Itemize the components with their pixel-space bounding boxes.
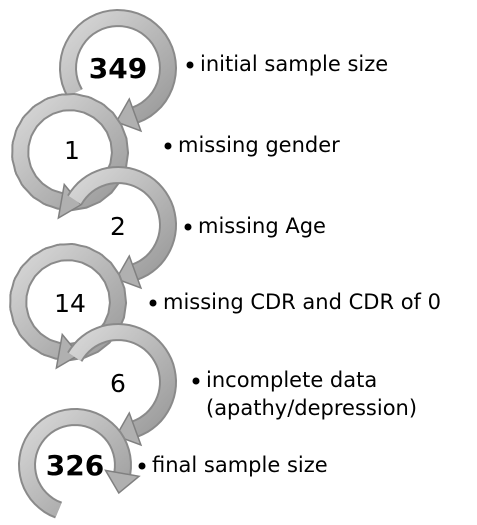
bullet	[138, 462, 146, 470]
arrow-head	[104, 469, 141, 495]
arrow-arc	[19, 409, 130, 517]
arrow-arc	[60, 10, 176, 122]
node-label: missing CDR and CDR of 0	[163, 290, 441, 314]
arrow-head	[115, 254, 143, 290]
node-value: 349	[89, 52, 147, 85]
node-label: missing Age	[198, 214, 326, 238]
node-value: 1	[64, 136, 80, 165]
bullet	[184, 223, 192, 231]
node-label: (apathy/depression)	[206, 396, 417, 420]
arrow-head	[115, 97, 143, 133]
node-value: 14	[54, 289, 86, 318]
node-label: incomplete data	[206, 368, 377, 392]
bullet	[192, 377, 200, 385]
node-value: 326	[46, 449, 104, 482]
arrow-head	[55, 332, 81, 370]
bullet	[149, 299, 157, 307]
node-label: final sample size	[152, 453, 328, 477]
bullet	[164, 142, 172, 150]
node-value: 6	[110, 369, 126, 398]
node-label: initial sample size	[200, 52, 388, 76]
node-label: missing gender	[178, 133, 340, 157]
arrow-arc	[68, 167, 176, 279]
node-value: 2	[110, 212, 126, 241]
arrow-arc	[68, 324, 176, 436]
bullet	[186, 61, 194, 69]
